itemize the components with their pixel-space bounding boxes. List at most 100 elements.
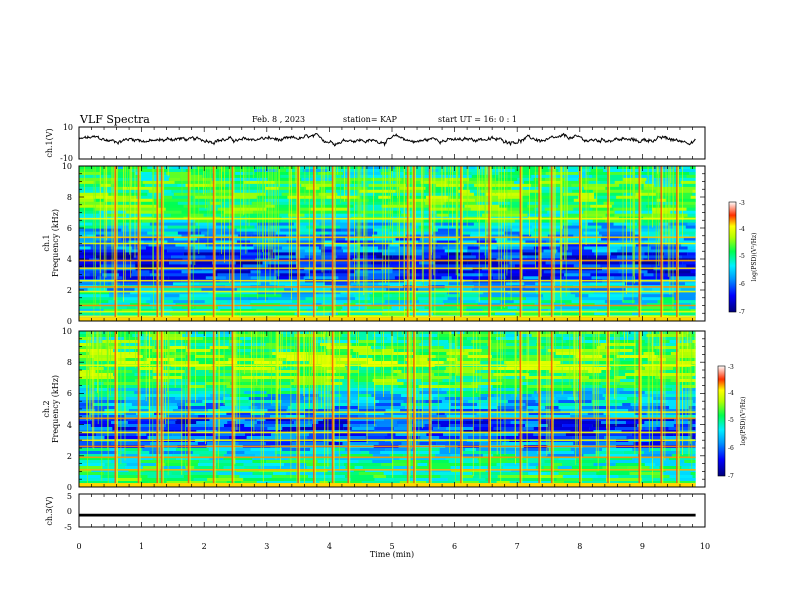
spectrogram-cell [632, 406, 655, 409]
spectrogram-cell [200, 343, 225, 346]
spectrogram-cell [267, 208, 301, 211]
spectrogram-cell [530, 193, 563, 196]
spectrogram-cell [94, 312, 122, 315]
spectrogram-cell [79, 169, 95, 172]
spectrogram-cell [298, 376, 326, 379]
spectrogram-cell [251, 276, 277, 279]
spectrogram-cell [414, 205, 442, 208]
spectrogram-cell [693, 475, 696, 478]
spectrogram-cell [501, 223, 521, 226]
spectrogram-cell [373, 264, 402, 267]
spectrogram-cell [428, 358, 447, 361]
spectrogram-cell [546, 436, 573, 439]
spectrogram-cell [654, 250, 678, 253]
spectrogram-cell [163, 211, 182, 214]
spectrogram-cell [473, 273, 483, 276]
spectrogram-cell [268, 184, 301, 187]
spectrogram-cell [645, 463, 655, 466]
spectrogram-cell [357, 252, 382, 255]
spectrogram-cell [443, 300, 462, 303]
spectrogram-cell [282, 448, 310, 451]
spectrogram-cell [501, 472, 529, 475]
spectrogram-cell [590, 273, 609, 276]
spectrogram-cell [515, 220, 541, 223]
spectrogram-cell [351, 300, 371, 303]
spectrogram-cell [171, 214, 191, 217]
spectrogram-cell [367, 361, 399, 364]
spectrogram-cell [252, 349, 273, 352]
spectrogram-cell [345, 448, 360, 451]
spectrogram-cell [394, 466, 415, 469]
spectrogram-cell [660, 367, 673, 370]
spectrogram-cell [315, 229, 341, 232]
spectrogram-cell [150, 297, 179, 300]
spectrogram-cell [132, 403, 164, 406]
spectrogram-cell [506, 343, 536, 346]
spectrogram-cell [209, 205, 230, 208]
spectrogram-cell [357, 169, 379, 172]
spectrogram-cell [79, 276, 97, 279]
ch3-ytick-m5: -5 [64, 523, 72, 532]
spectrogram-cell [691, 300, 696, 303]
spectrogram-cell [447, 252, 472, 255]
spectrogram-cell [531, 184, 554, 187]
spectrogram-cell [429, 349, 465, 352]
spectrogram-cell [214, 294, 243, 297]
spectrogram-cell [218, 306, 238, 309]
spectrogram-cell [352, 346, 371, 349]
spectrogram-cell [380, 451, 408, 454]
spectrogram-cell [689, 306, 695, 309]
spectrogram-cell [678, 250, 696, 253]
spectrogram-cell [635, 193, 656, 196]
spectrogram-cell [443, 247, 468, 250]
spectrogram-cell [318, 306, 342, 309]
spectrogram-cell [241, 252, 271, 255]
ch3-waveform-band [79, 514, 696, 517]
spectrogram-cell [402, 370, 431, 373]
x-tick-label: 10 [700, 542, 710, 551]
spectrogram-cell [534, 427, 553, 430]
spectrogram-cell [627, 229, 659, 232]
spectrogram-cell [189, 460, 199, 463]
spectrogram-cell [419, 261, 435, 264]
spectrogram-cell [177, 403, 185, 406]
spectrogram-cell [626, 367, 645, 370]
spectrogram-cell [678, 169, 695, 172]
spectrogram-cell [681, 451, 696, 454]
spectrogram-cell [373, 334, 393, 337]
spectrogram-cell [238, 255, 275, 258]
spectrogram-cell [572, 190, 593, 193]
spectrogram-cell [444, 370, 475, 373]
spectrogram-cell [394, 349, 404, 352]
spectrogram-cell [384, 436, 420, 439]
spectrogram-cell [448, 297, 461, 300]
spectrogram-cell [124, 223, 150, 226]
x-tick-label: 7 [515, 542, 520, 551]
spectrogram-cell [440, 475, 462, 478]
spectrogram-cell [199, 282, 233, 285]
spectrogram-cell [335, 406, 358, 409]
spectrogram-cell [653, 273, 675, 276]
spectrogram-cell [479, 460, 513, 463]
spectrogram-cell [446, 427, 473, 430]
spectrogram-cell [207, 478, 243, 481]
spectrogram-cell [438, 382, 456, 385]
spectrogram-cell [150, 273, 160, 276]
spectrogram-cell [594, 312, 605, 315]
spectrogram-cell [79, 451, 117, 454]
spectrogram-cell [139, 169, 157, 172]
spectrogram-cell [92, 223, 124, 226]
spectrogram-cell [296, 264, 315, 267]
spectrogram-cell [479, 294, 511, 297]
spectrogram-cell [359, 472, 384, 475]
spectrogram-cell [370, 297, 398, 300]
spectrogram-cell [249, 406, 258, 409]
spectrogram-cell [272, 349, 291, 352]
spectrogram-cell [561, 255, 588, 258]
spectrogram-cell [494, 427, 524, 430]
spectrogram-cell [465, 448, 476, 451]
spectrogram-cell [379, 442, 402, 445]
ch2-spectrogram-image [79, 331, 696, 487]
spectrogram-cell [223, 397, 249, 400]
spectrogram-cell [369, 451, 380, 454]
